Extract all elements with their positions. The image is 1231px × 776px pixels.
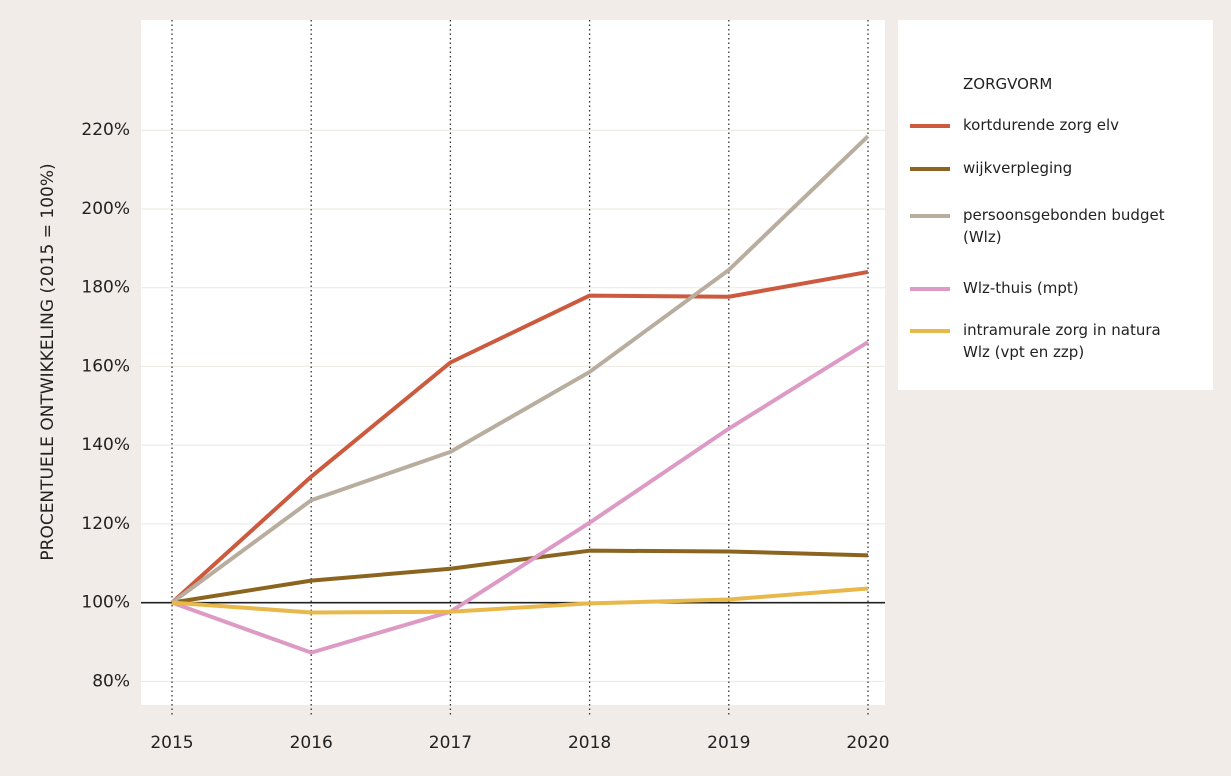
legend-label: Wlz-thuis (mpt) [963, 279, 1079, 297]
legend-label: kortdurende zorg elv [963, 116, 1120, 134]
y-axis-label: PROCENTUELE ONTWIKKELING (2015 = 100%) [38, 163, 58, 560]
legend-item: persoonsgebonden budget (Wlz) [910, 206, 1178, 248]
x-tick-label: 2015 [150, 733, 193, 753]
series-line [170, 269, 869, 605]
legend-swatch [910, 124, 950, 128]
legend-swatch [910, 214, 950, 218]
series-line [171, 586, 869, 615]
legend-label: wijkverpleging [963, 159, 1073, 177]
legend-item: Wlz-thuis (mpt) [910, 279, 1178, 299]
y-tick-label: 200% [81, 199, 130, 219]
legend-item: kortdurende zorg elv [910, 116, 1178, 136]
legend-swatch [910, 287, 950, 291]
legend-swatch [910, 167, 950, 171]
legend-item: intramurale zorg in natura Wlz (vpt en z… [910, 321, 1178, 363]
y-tick-label: 120% [81, 514, 130, 534]
legend-swatch [910, 329, 950, 333]
y-tick-label: 140% [81, 435, 130, 455]
y-tick-label: 180% [81, 278, 130, 298]
series-line [171, 548, 869, 605]
series-line [170, 134, 870, 605]
legend: ZORGVORM kortdurende zorg elv wijkverpleg… [898, 20, 1213, 390]
y-tick-label: 80% [92, 671, 130, 691]
x-tick-label: 2019 [707, 733, 750, 753]
y-tick-label: 160% [81, 356, 130, 376]
x-tick-label: 2018 [568, 733, 611, 753]
legend-label: persoonsgebonden budget (Wlz) [963, 206, 1165, 246]
y-tick-label: 100% [81, 593, 130, 613]
x-tick-label: 2017 [429, 733, 472, 753]
y-tick-label: 220% [81, 120, 130, 140]
x-tick-label: 2020 [846, 733, 889, 753]
plot-area [141, 20, 885, 705]
legend-title: ZORGVORM [963, 75, 1053, 93]
series-line [171, 340, 870, 655]
legend-label: intramurale zorg in natura Wlz (vpt en z… [963, 321, 1161, 361]
x-tick-label: 2016 [290, 733, 333, 753]
legend-item: wijkverpleging [910, 159, 1178, 179]
